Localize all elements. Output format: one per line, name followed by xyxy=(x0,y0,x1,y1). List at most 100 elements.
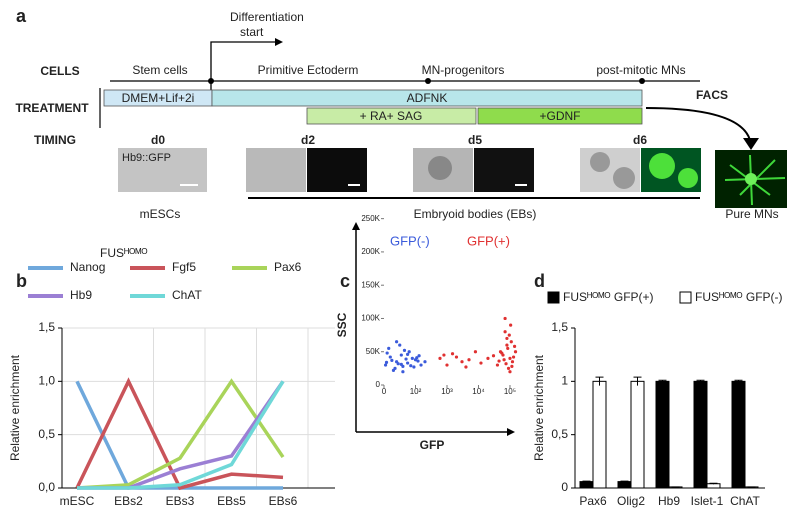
panel-label: c xyxy=(340,271,350,291)
error-bar xyxy=(696,379,705,383)
x-tick-label: Pax6 xyxy=(579,494,607,508)
point xyxy=(402,348,407,352)
legend-label: ChAT xyxy=(172,288,202,302)
y-tick-label: 100K xyxy=(361,314,380,323)
timepoint: d6 xyxy=(633,133,647,147)
x-tick-label: mESC xyxy=(60,494,95,508)
point xyxy=(508,370,512,374)
point xyxy=(399,353,403,357)
arrow-head xyxy=(743,138,759,150)
point xyxy=(491,354,496,358)
error-bar xyxy=(633,376,642,386)
bar xyxy=(630,380,645,489)
x-tick-label: Islet-1 xyxy=(691,494,724,508)
x-tick-label: 0 xyxy=(382,387,387,396)
annotation: Differentiation xyxy=(230,10,304,24)
point xyxy=(506,366,511,370)
point xyxy=(454,355,459,359)
stage: Stem cells xyxy=(132,63,187,77)
point xyxy=(504,362,508,366)
point xyxy=(387,346,391,351)
point xyxy=(406,361,410,365)
point xyxy=(513,350,518,354)
cell-body xyxy=(678,168,698,188)
point xyxy=(407,350,411,354)
arrow-head xyxy=(275,38,283,46)
point xyxy=(503,330,507,334)
series-line xyxy=(75,377,284,491)
treatment-box xyxy=(211,89,643,107)
point xyxy=(398,343,402,347)
row-label: CELLS xyxy=(40,64,79,78)
y-tick-label: 0,5 xyxy=(551,427,568,441)
timepoint: d5 xyxy=(468,133,482,147)
x-tick-label: EBs6 xyxy=(269,494,298,508)
point xyxy=(479,361,483,365)
series-line xyxy=(76,378,285,490)
point xyxy=(512,344,517,349)
y-tick-label: 0 xyxy=(561,480,568,494)
x-tick-label: EBs2 xyxy=(114,494,143,508)
facs-label: FACS xyxy=(696,88,728,102)
point xyxy=(509,323,513,327)
point xyxy=(399,362,403,366)
x-axis-label: GFP xyxy=(420,438,445,452)
point xyxy=(495,363,500,367)
point xyxy=(467,358,471,362)
subtitle: FUSᴴᴼᴹᴼ xyxy=(100,246,148,260)
cell-body xyxy=(428,156,452,180)
cell-body xyxy=(613,167,635,189)
point xyxy=(445,363,449,367)
bar xyxy=(731,380,746,489)
point xyxy=(500,351,504,355)
row-label: TREATMENT xyxy=(15,101,89,115)
error-bar xyxy=(582,480,591,483)
point xyxy=(510,364,514,368)
point xyxy=(409,364,413,368)
point xyxy=(388,355,392,359)
x-tick-label: EBs3 xyxy=(166,494,195,508)
timepoint: d0 xyxy=(151,133,165,147)
panel-label: b xyxy=(16,271,27,291)
facs-arrow xyxy=(645,107,751,141)
point xyxy=(464,365,468,369)
x-tick-label: 10² xyxy=(410,387,422,396)
legend-label: Nanog xyxy=(70,260,105,274)
point xyxy=(416,359,420,363)
treatment-box xyxy=(306,107,477,125)
point xyxy=(415,356,419,360)
point xyxy=(510,360,515,364)
point xyxy=(438,356,442,360)
stage: MN-progenitors xyxy=(422,63,505,77)
cell-body xyxy=(649,153,675,179)
point xyxy=(419,363,423,367)
series-label: GFP(+) xyxy=(467,233,510,248)
arrow-head xyxy=(352,222,360,230)
point xyxy=(503,316,507,321)
y-tick-label: 200K xyxy=(361,247,380,256)
y-tick-label: 1,5 xyxy=(551,320,568,334)
error-bar xyxy=(734,379,743,383)
x-tick-label: ChAT xyxy=(730,494,760,508)
panel-label: d xyxy=(534,271,545,291)
x-tick-label: 10⁵ xyxy=(504,387,516,396)
bottom-label: Embryoid bodies (EBs) xyxy=(414,207,537,221)
annotation: start xyxy=(240,25,264,39)
point xyxy=(423,360,427,364)
point xyxy=(390,358,394,362)
point xyxy=(396,362,400,366)
point xyxy=(406,352,410,356)
y-axis-label: SSC xyxy=(335,312,349,337)
point xyxy=(384,360,389,364)
point xyxy=(505,336,509,341)
bar xyxy=(617,481,632,489)
treatment: + RA+ SAG xyxy=(360,109,423,123)
error-bar xyxy=(595,376,604,386)
point xyxy=(506,346,510,351)
y-tick-label: 1 xyxy=(561,374,568,388)
point xyxy=(486,356,490,360)
bottom-label: mESCs xyxy=(140,207,181,221)
legend-label: FUSᴴᴼᴹᴼ GFP(-) xyxy=(695,290,783,304)
point xyxy=(508,356,512,360)
